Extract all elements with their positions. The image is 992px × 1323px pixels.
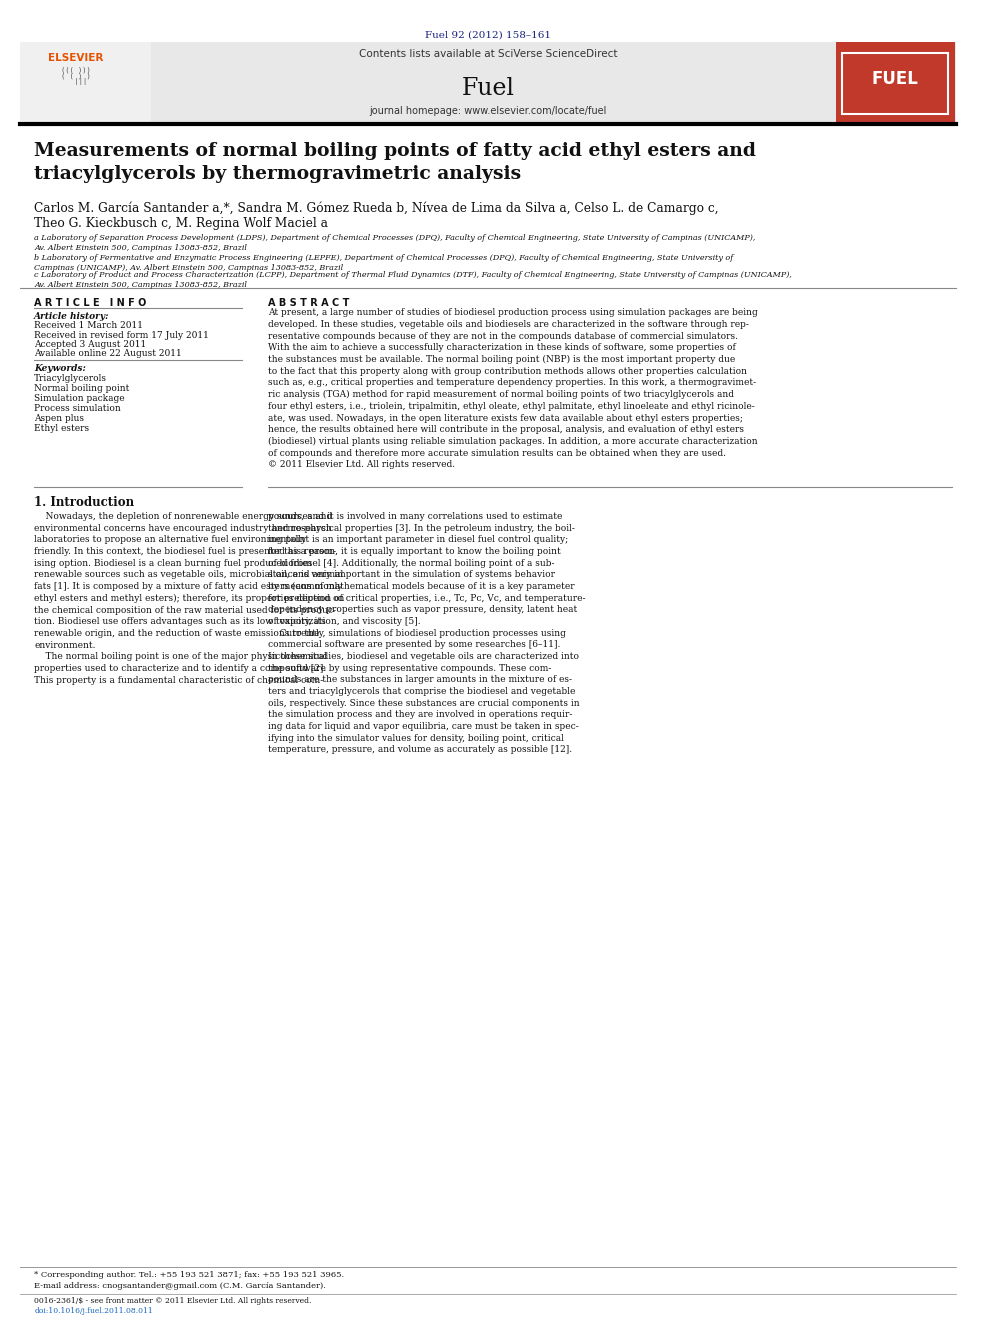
Text: FUEL: FUEL [872, 70, 919, 89]
FancyBboxPatch shape [836, 42, 954, 122]
Text: Triacylglycerols: Triacylglycerols [34, 374, 107, 384]
FancyBboxPatch shape [152, 42, 829, 122]
Text: At present, a large number of studies of biodiesel production process using simu: At present, a large number of studies of… [269, 308, 758, 470]
Text: doi:10.1016/j.fuel.2011.08.011: doi:10.1016/j.fuel.2011.08.011 [34, 1307, 153, 1315]
Text: Accepted 3 August 2011: Accepted 3 August 2011 [34, 340, 147, 349]
Text: Process simulation: Process simulation [34, 404, 121, 413]
FancyBboxPatch shape [20, 42, 152, 122]
Text: A R T I C L E   I N F O: A R T I C L E I N F O [34, 298, 147, 308]
Text: Received 1 March 2011: Received 1 March 2011 [34, 321, 143, 331]
Text: ((( )))
( ( ) )
  |||: ((( ))) ( ( ) ) ||| [62, 66, 91, 85]
Text: Aspen plus: Aspen plus [34, 414, 84, 423]
Text: Ethyl esters: Ethyl esters [34, 423, 89, 433]
Text: Available online 22 August 2011: Available online 22 August 2011 [34, 349, 182, 359]
Text: a Laboratory of Separation Process Development (LDPS), Department of Chemical Pr: a Laboratory of Separation Process Devel… [34, 234, 756, 253]
Text: Nowadays, the depletion of nonrenewable energy sources and
environmental concern: Nowadays, the depletion of nonrenewable … [34, 512, 344, 684]
Text: Simulation package: Simulation package [34, 394, 125, 404]
Text: c Laboratory of Product and Process Characterization (LCPP), Department of Therm: c Laboratory of Product and Process Char… [34, 271, 792, 290]
Text: E-mail address: cnogsantander@gmail.com (C.M. García Santander).: E-mail address: cnogsantander@gmail.com … [34, 1282, 326, 1290]
Text: Received in revised form 17 July 2011: Received in revised form 17 July 2011 [34, 331, 209, 340]
Text: Theo G. Kieckbusch c, M. Regina Wolf Maciel a: Theo G. Kieckbusch c, M. Regina Wolf Mac… [34, 217, 328, 230]
Text: b Laboratory of Fermentative and Enzymatic Process Engineering (LEPFE), Departme: b Laboratory of Fermentative and Enzymat… [34, 254, 733, 273]
Text: Normal boiling point: Normal boiling point [34, 384, 130, 393]
Text: Contents lists available at SciVerse ScienceDirect: Contents lists available at SciVerse Sci… [359, 49, 617, 60]
Text: * Corresponding author. Tel.: +55 193 521 3871; fax: +55 193 521 3965.: * Corresponding author. Tel.: +55 193 52… [34, 1271, 344, 1279]
Text: Fuel: Fuel [461, 77, 515, 99]
Text: journal homepage: www.elsevier.com/locate/fuel: journal homepage: www.elsevier.com/locat… [369, 106, 607, 116]
Text: Fuel 92 (2012) 158–161: Fuel 92 (2012) 158–161 [425, 30, 551, 40]
FancyBboxPatch shape [20, 42, 956, 122]
Text: ELSEVIER: ELSEVIER [49, 53, 104, 64]
Text: 1. Introduction: 1. Introduction [34, 496, 134, 509]
Text: 0016-2361/$ - see front matter © 2011 Elsevier Ltd. All rights reserved.: 0016-2361/$ - see front matter © 2011 El… [34, 1297, 311, 1304]
Text: Article history:: Article history: [34, 312, 110, 321]
Text: Carlos M. García Santander a,*, Sandra M. Gómez Rueda b, Nívea de Lima da Silva : Carlos M. García Santander a,*, Sandra M… [34, 201, 719, 214]
Text: Keywords:: Keywords: [34, 364, 86, 373]
Text: Measurements of normal boiling points of fatty acid ethyl esters and
triacylglyc: Measurements of normal boiling points of… [34, 142, 756, 183]
FancyBboxPatch shape [842, 53, 947, 114]
Text: A B S T R A C T: A B S T R A C T [269, 298, 350, 308]
Text: pounds, and it is involved in many correlations used to estimate
thermo-physical: pounds, and it is involved in many corre… [269, 512, 586, 754]
